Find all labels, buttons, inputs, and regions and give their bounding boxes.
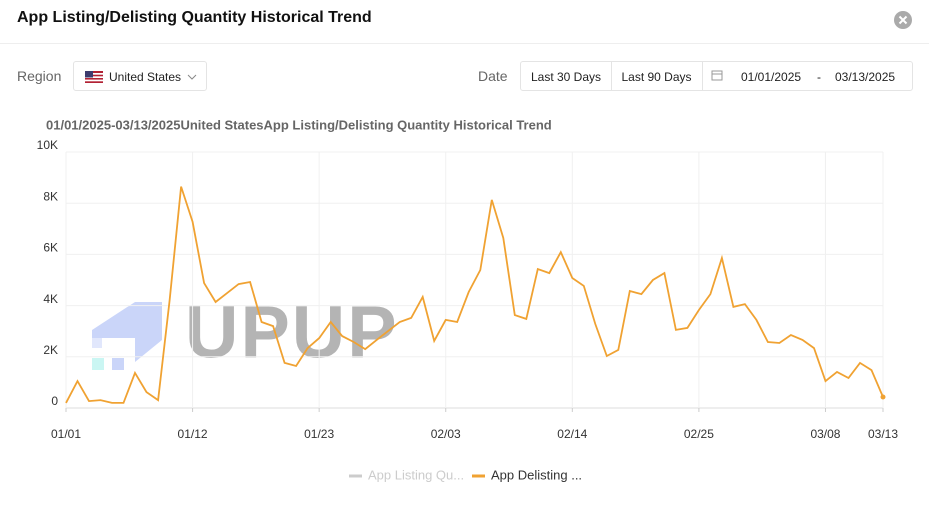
x-tick-label: 03/08	[810, 427, 840, 441]
region-select[interactable]: United States	[73, 61, 207, 91]
chevron	[187, 74, 197, 80]
x-tick-label: 03/13	[868, 427, 898, 441]
y-tick-label: 6K	[43, 241, 58, 255]
flag	[85, 71, 103, 83]
y-tick-label: 2K	[43, 343, 58, 357]
x-tick-label: 01/12	[178, 427, 208, 441]
end-point	[880, 394, 886, 400]
close-button[interactable]	[893, 10, 913, 30]
x-tick-label: 01/23	[304, 427, 334, 441]
watermark-logo: UPUP	[92, 291, 399, 374]
y-tick-label: 10K	[37, 138, 58, 152]
date-label: Date	[478, 68, 508, 84]
chart-title: 01/01/2025-03/13/2025United StatesApp Li…	[46, 117, 552, 132]
y-tick-label: 0	[51, 394, 58, 408]
region-value: United States	[109, 70, 182, 84]
range-button[interactable]: Last 90 Days	[611, 61, 703, 91]
series-line	[65, 186, 884, 404]
start-date: 01/01/2025	[741, 70, 802, 84]
x-tick-label: 01/01	[51, 427, 81, 441]
calendar-icon	[711, 70, 723, 81]
y-tick-label: 4K	[43, 292, 58, 306]
end-date: 03/13/2025	[835, 70, 896, 84]
date-range-picker[interactable]: 01/01/2025 - 03/13/2025	[702, 61, 913, 91]
date-separator: -	[817, 70, 821, 84]
x-tick-label: 02/14	[557, 427, 587, 441]
legend-label[interactable]: App Delisting ...	[491, 467, 582, 482]
legend-label[interactable]: App Listing Qu...	[368, 467, 464, 482]
x-tick-label: 02/25	[684, 427, 714, 441]
modal-title: App Listing/Delisting Quantity Historica…	[17, 9, 372, 26]
range-button[interactable]: Last 30 Days	[520, 61, 612, 91]
divider	[0, 43, 929, 44]
watermark: UPUP	[185, 291, 399, 374]
region-label: Region	[17, 68, 62, 84]
y-tick-label: 8K	[43, 189, 58, 203]
x-tick-label: 02/03	[431, 427, 461, 441]
